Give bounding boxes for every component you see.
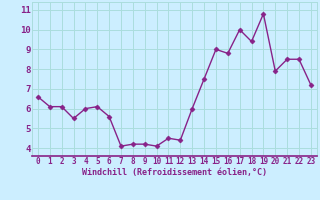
X-axis label: Windchill (Refroidissement éolien,°C): Windchill (Refroidissement éolien,°C)	[82, 168, 267, 177]
